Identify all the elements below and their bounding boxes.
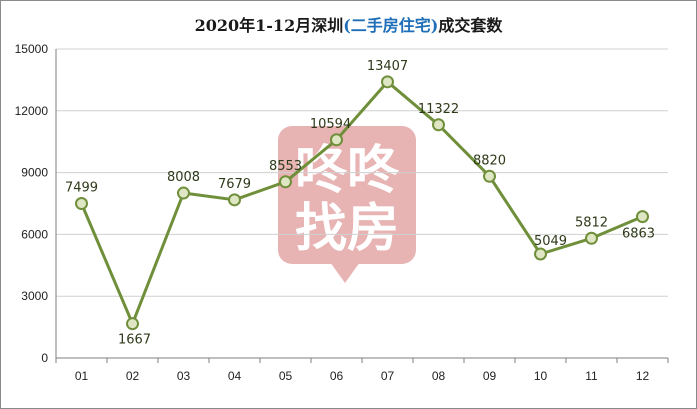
watermark-text-2: 找房 <box>295 199 399 259</box>
data-label: 8820 <box>473 153 506 168</box>
x-tick-label: 02 <box>126 369 140 383</box>
data-label: 7679 <box>218 177 251 192</box>
data-point <box>75 197 88 211</box>
watermark-text-1: 咚咚 <box>295 141 400 201</box>
title-prefix: 2020年1-12月深圳 <box>194 16 344 35</box>
data-label: 13407 <box>367 59 408 74</box>
grid-lines <box>56 48 668 297</box>
x-tick-label: 06 <box>330 369 344 383</box>
data-point <box>126 317 139 331</box>
x-tick-label: 11 <box>585 369 598 383</box>
x-tick-label: 09 <box>483 369 497 383</box>
watermark-logo: 咚咚 找房 <box>278 126 416 283</box>
series-line <box>80 80 644 326</box>
chart-title: 2020年1-12月深圳(二手房住宅)成交套数 <box>0 12 697 36</box>
data-point <box>534 247 547 261</box>
data-label: 6863 <box>622 227 655 242</box>
data-point <box>228 193 241 207</box>
data-label: 8553 <box>269 159 302 174</box>
data-point <box>585 231 598 245</box>
y-tick-labels: 0 3000 6000 9000 12000 15000 <box>15 42 49 365</box>
y-tick-label: 15000 <box>15 42 49 56</box>
data-markers <box>75 75 649 331</box>
data-label: 7499 <box>65 181 98 196</box>
data-label: 8008 <box>167 170 200 185</box>
data-label: 11322 <box>418 102 459 117</box>
title-suffix: 成交套数 <box>438 16 503 35</box>
data-point <box>330 133 343 147</box>
y-tick-label: 9000 <box>21 166 48 180</box>
data-point <box>636 210 649 224</box>
data-point <box>381 75 394 89</box>
x-tick-label: 10 <box>534 369 548 383</box>
y-tick-label: 0 <box>41 351 48 365</box>
data-point <box>177 186 190 200</box>
data-point <box>279 175 292 189</box>
axes <box>55 49 669 363</box>
x-tick-label: 04 <box>228 369 242 383</box>
x-tick-label: 05 <box>279 369 293 383</box>
x-tick-label: 12 <box>636 369 650 383</box>
x-tick-label: 07 <box>381 369 395 383</box>
x-tick-labels: 01 02 03 04 05 06 07 08 09 10 11 12 <box>75 369 650 383</box>
data-label: 10594 <box>310 117 351 132</box>
data-label: 1667 <box>118 333 151 348</box>
x-tick-label: 01 <box>75 369 89 383</box>
y-tick-label: 3000 <box>21 289 48 303</box>
x-tick-label: 03 <box>177 369 191 383</box>
data-point <box>432 118 445 132</box>
title-highlight: (二手房住宅) <box>343 16 439 35</box>
data-labels: 7499 1667 8008 7679 8553 10594 13407 11322 8820 5… <box>65 59 655 348</box>
y-tick-label: 12000 <box>15 104 49 118</box>
y-tick-label: 6000 <box>21 227 48 241</box>
data-point <box>483 169 496 183</box>
data-label: 5049 <box>534 234 567 249</box>
x-tick-label: 08 <box>432 369 446 383</box>
data-label: 5812 <box>575 215 608 230</box>
